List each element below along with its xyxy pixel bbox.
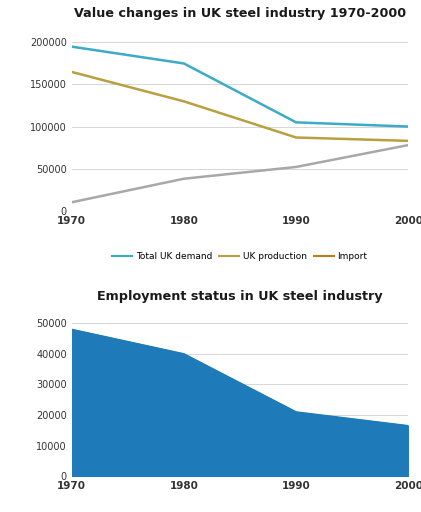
Title: Value changes in UK steel industry 1970-2000: Value changes in UK steel industry 1970-… [74,7,406,20]
Legend: Total UK demand, UK production, Import: Total UK demand, UK production, Import [109,248,371,265]
Title: Employment status in UK steel industry: Employment status in UK steel industry [97,290,383,303]
